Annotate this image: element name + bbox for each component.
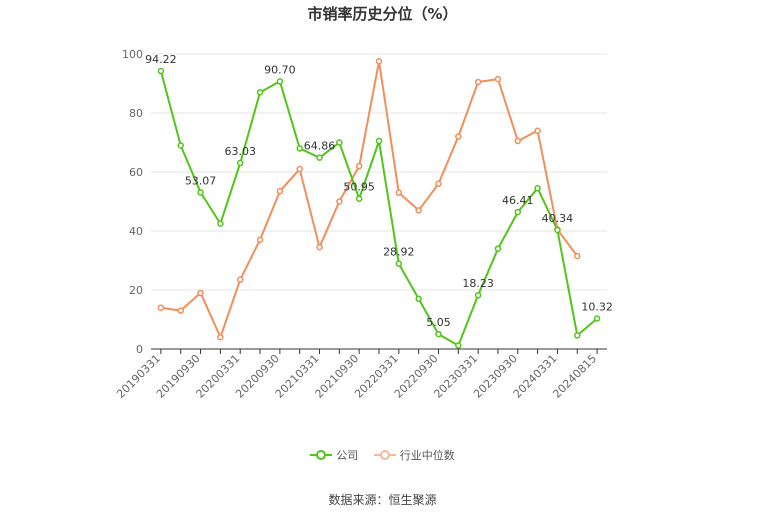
data-point [355,162,363,170]
data-label: 63.03 [224,145,256,158]
y-tick-label: 40 [129,225,143,238]
legend-industry-marker-icon [373,450,396,460]
legend-company-marker-icon [310,450,333,460]
data-point [236,276,244,283]
data-point [455,133,462,140]
data-point [514,137,522,145]
data-point [534,127,541,134]
data-point [296,165,303,173]
data-point [276,187,284,195]
x-tick-label: 20240815 [550,352,599,401]
data-point [375,137,383,145]
data-point [494,75,502,83]
legend-company-label: 公司 [336,449,359,462]
data-label: 5.05 [426,316,451,329]
data-point [197,289,204,297]
data-label: 18.23 [462,277,494,290]
data-point [316,154,323,161]
y-tick-label: 100 [122,48,143,61]
source-note: 数据来源：恒生聚源 [328,493,437,507]
data-point [296,145,303,152]
data-point [395,260,403,267]
data-point [256,89,264,96]
y-tick-label: 20 [129,284,143,297]
data-point [236,159,244,167]
legend-item-industry-median[interactable]: 行业中位数 [373,447,455,463]
data-point [157,67,165,75]
data-point [435,330,442,338]
data-point [157,304,165,311]
legend: 公司 行业中位数 [0,447,765,464]
data-label: 40.34 [542,212,574,225]
data-point [514,208,522,216]
data-point [355,195,363,202]
data-point [316,243,323,251]
series-lines [157,58,601,349]
data-labels: 94.22 53.07 63.03 90.70 64.86 50.95 28.92 5.05 1… [145,53,613,329]
data-point [197,189,204,196]
data-point [336,139,343,146]
series-line-1 [160,60,579,339]
data-point [435,180,442,188]
data-label: 53.07 [185,174,217,187]
chart-title: 市销率历史分位（%） [307,5,458,23]
data-point [177,142,184,149]
data-point [574,252,581,260]
data-point [474,291,482,299]
data-point [593,315,601,322]
data-point [336,198,343,205]
data-point [276,78,284,85]
data-point [177,307,184,314]
data-label: 90.70 [264,63,296,76]
data-point [554,226,561,234]
data-point [474,78,482,86]
data-point [217,333,224,341]
data-label: 94.22 [145,53,177,66]
data-point [415,295,422,303]
data-label: 46.41 [502,194,534,207]
data-point [574,332,581,339]
data-label: 64.86 [304,140,336,153]
data-point [395,189,403,196]
legend-industry-label: 行业中位数 [399,449,455,462]
data-label: 10.32 [581,301,613,314]
data-point [494,245,502,252]
y-tick-label: 60 [129,166,143,179]
series-line-0 [159,70,598,347]
axes: 0204060801002019033120190930202003312020… [114,48,607,401]
data-point [375,58,383,65]
data-point [415,207,422,214]
data-point [455,342,462,349]
grid-lines [151,53,607,291]
data-point [256,236,264,244]
data-point [534,184,541,192]
data-label: 28.92 [383,246,415,259]
y-tick-label: 80 [129,107,143,120]
legend-item-company[interactable]: 公司 [310,447,358,463]
y-tick-label: 0 [136,343,143,356]
data-point [217,220,224,227]
data-label: 50.95 [343,181,375,194]
